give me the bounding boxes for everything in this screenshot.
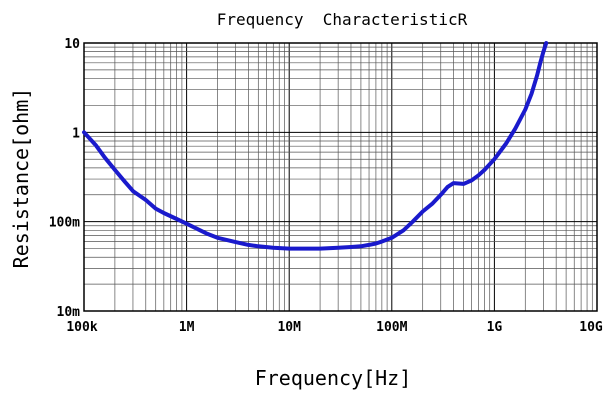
plot-grid	[84, 43, 597, 311]
y-tick-labels: 10m 100m 1 10	[49, 37, 80, 320]
y-axis-label: Resistance[ohm]	[9, 88, 33, 269]
plot-frame	[83, 42, 598, 312]
series-group	[82, 41, 549, 251]
y-tick-label: 1	[72, 126, 80, 141]
x-tick-label: 10G	[579, 320, 603, 335]
x-tick-label: 100M	[376, 320, 407, 335]
x-tick-label: 1G	[487, 320, 503, 335]
x-tick-label: 100k	[66, 320, 97, 335]
y-tick-label: 100m	[49, 216, 80, 231]
y-tick-label: 10	[64, 37, 80, 52]
resistance-series-line	[82, 41, 549, 251]
y-tick-label: 10m	[57, 305, 81, 320]
x-tick-labels: 100k 1M 10M 100M 1G 10G	[66, 320, 603, 335]
x-axis-label: Frequency[Hz]	[255, 366, 412, 390]
x-tick-label: 1M	[179, 320, 195, 335]
chart-title: Frequency CharacteristicR	[217, 10, 468, 29]
x-tick-label: 10M	[277, 320, 301, 335]
